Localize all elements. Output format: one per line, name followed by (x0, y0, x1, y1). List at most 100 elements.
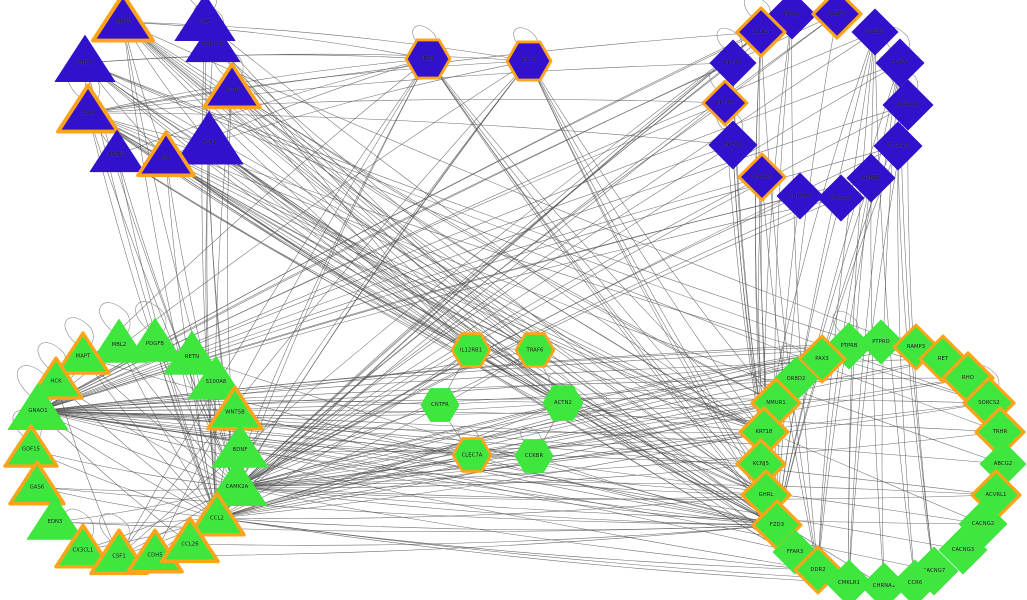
edge (236, 349, 472, 488)
graph-node-traf6[interactable]: TRAF6 (513, 328, 556, 371)
edge (204, 21, 536, 351)
edge (236, 144, 734, 488)
edge (84, 62, 1001, 433)
edge (236, 404, 441, 488)
edge (122, 21, 777, 404)
edge (122, 21, 530, 62)
edge (236, 31, 876, 488)
edge (216, 402, 777, 519)
edge (37, 410, 997, 496)
graph-node-ccr6[interactable]: CCR6 (891, 559, 939, 600)
edge (82, 356, 218, 519)
edge (528, 60, 777, 404)
edge (534, 349, 765, 433)
edge (208, 142, 536, 351)
edge (37, 377, 969, 412)
edge (122, 21, 429, 60)
edge (165, 157, 238, 488)
edge (208, 142, 819, 571)
graph-node-actn2[interactable]: ACTN2 (542, 382, 584, 424)
edge (37, 410, 984, 525)
edge (471, 454, 778, 526)
graph-node-cacng1[interactable]: CACNG1 (817, 174, 865, 222)
edge (37, 410, 796, 553)
edge (37, 410, 819, 571)
edge (82, 356, 778, 526)
edge (216, 377, 969, 519)
edge (236, 345, 850, 488)
edge (204, 21, 472, 351)
edge (189, 524, 778, 546)
graph-node-irs1[interactable]: IRS1 (403, 34, 453, 84)
edge (205, 142, 218, 519)
edge (84, 53, 530, 64)
edge (37, 410, 1004, 465)
edge (37, 409, 1001, 433)
graph-node-cntfr[interactable]: CNTFR (420, 385, 460, 425)
edge (37, 410, 778, 526)
edge (37, 102, 726, 412)
edge (165, 157, 536, 351)
edge (236, 486, 984, 525)
edge (212, 44, 767, 496)
edge (37, 410, 762, 465)
edge (817, 177, 872, 571)
edge (87, 112, 734, 146)
edge (84, 62, 564, 404)
edge (87, 58, 429, 114)
edge (87, 60, 530, 114)
edge (216, 358, 823, 519)
edge (216, 431, 765, 519)
edge (470, 349, 767, 496)
edge (236, 60, 530, 488)
edge (427, 58, 778, 526)
graph-node-clec7a[interactable]: CLEC7A (450, 433, 493, 476)
edge (817, 62, 901, 571)
edge (216, 358, 944, 519)
edge (848, 177, 872, 584)
edge (236, 486, 819, 571)
edge (776, 145, 899, 526)
edge (37, 410, 762, 465)
edge (154, 58, 429, 556)
edge (37, 398, 990, 412)
edge (236, 62, 734, 488)
edge (236, 358, 823, 488)
graph-node-il12rb1[interactable]: IL12RB1 (449, 328, 492, 371)
edge (37, 346, 917, 412)
edge (216, 378, 797, 519)
edge (236, 358, 944, 488)
edge (236, 349, 536, 488)
edge (216, 13, 838, 519)
graph-node-ccl26[interactable]: CCL26 (158, 512, 221, 575)
edge (37, 104, 909, 412)
graph-node-cckbr[interactable]: CCKBR (514, 436, 554, 476)
edge (236, 345, 850, 488)
graph-node-prl[interactable]: PRL (134, 126, 197, 189)
edge (534, 349, 767, 496)
edge (216, 517, 850, 584)
edge (236, 62, 901, 488)
edge (37, 195, 801, 412)
edge (216, 402, 777, 519)
edge (231, 89, 767, 496)
edge (239, 449, 767, 496)
edge (122, 21, 564, 404)
edge (427, 58, 765, 433)
edge (55, 381, 218, 519)
edge (231, 89, 777, 404)
edge (562, 402, 767, 496)
edge (37, 410, 473, 456)
edge (216, 517, 778, 531)
edge (37, 144, 734, 412)
edge (216, 517, 819, 571)
edge (236, 402, 564, 488)
edge (533, 455, 778, 526)
edge (236, 104, 909, 488)
graph-node-esr2[interactable]: ESR2 (504, 36, 554, 86)
edge (208, 142, 778, 526)
edge (84, 62, 765, 433)
edge (118, 58, 429, 557)
